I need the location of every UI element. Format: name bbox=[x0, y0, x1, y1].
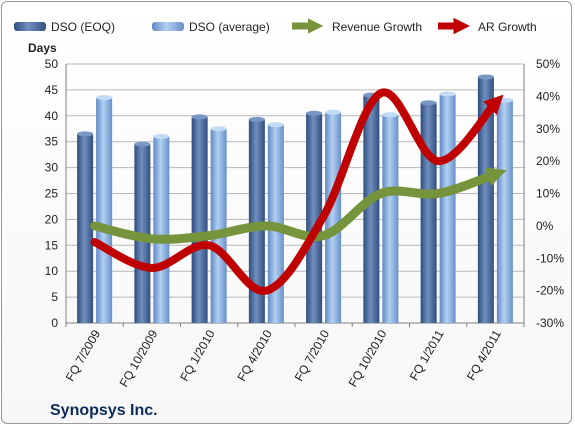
bar-dso-average bbox=[210, 128, 227, 323]
y-tick-label: 25 bbox=[45, 187, 59, 201]
legend-label-ar-growth: AR Growth bbox=[478, 20, 537, 34]
bar-cap bbox=[477, 74, 494, 80]
y-tick-label: 40 bbox=[45, 109, 59, 123]
bar-cap bbox=[210, 126, 227, 132]
x-tick-label: FQ 1/2011 bbox=[407, 327, 447, 383]
x-tick-label: FQ 4/2010 bbox=[234, 327, 275, 383]
x-tick-label: FQ 4/2011 bbox=[464, 327, 504, 383]
bar-cap bbox=[306, 110, 323, 116]
legend-label-dso-eoq: DSO (EOQ) bbox=[51, 20, 115, 34]
bar-dso-average bbox=[96, 97, 113, 323]
y2-tick-label: 40% bbox=[536, 89, 560, 103]
bar-cap bbox=[420, 100, 437, 106]
x-tick-label: FQ 7/2009 bbox=[63, 327, 104, 383]
legend: DSO (EOQ) DSO (average) Revenue Growth AR G… bbox=[14, 17, 537, 35]
y-tick-label: 0 bbox=[51, 316, 58, 330]
bar-dso-average bbox=[439, 94, 456, 323]
bar-dso-eoq bbox=[191, 116, 208, 323]
y2-tick-label: 20% bbox=[536, 154, 560, 168]
bar-dso-eoq bbox=[477, 76, 494, 323]
y2-tick-label: 10% bbox=[536, 187, 560, 201]
bar-cap bbox=[134, 141, 151, 147]
ar-growth-line bbox=[90, 88, 504, 295]
y2-tick-label: 50% bbox=[536, 57, 560, 71]
bar-cap bbox=[439, 91, 456, 97]
x-tick-label: FQ 7/2010 bbox=[292, 327, 333, 383]
bar-dso-average bbox=[153, 136, 170, 323]
y-tick-label: 45 bbox=[45, 83, 59, 97]
x-tick-label: FQ 10/2010 bbox=[346, 327, 390, 389]
legend-swatch-dso-average bbox=[152, 22, 184, 31]
y-tick-label: 30 bbox=[45, 161, 59, 175]
legend-swatch-dso-eoq bbox=[14, 22, 46, 31]
y2-tick-label: 0% bbox=[536, 219, 554, 233]
x-tick-label: FQ 10/2009 bbox=[117, 327, 161, 389]
y-tick-label: 50 bbox=[45, 57, 59, 71]
dso-ar-chart: 0 5 10 15 20 25 30 35 40 45 50 -30% -20% -10% 0% 10% 20%… bbox=[14, 17, 564, 419]
bar-dso-eoq bbox=[306, 113, 323, 324]
bar-dso-eoq bbox=[77, 133, 94, 323]
y-tick-label: 10 bbox=[45, 264, 59, 278]
bars bbox=[77, 74, 513, 324]
y-tick-label: 5 bbox=[51, 290, 58, 304]
y-tick-label: 35 bbox=[45, 135, 59, 149]
bar-cap bbox=[77, 131, 94, 137]
y-tick-label: 20 bbox=[45, 212, 59, 226]
y2-tick-label: 30% bbox=[536, 122, 560, 136]
bar-dso-average bbox=[325, 112, 342, 323]
bar-cap bbox=[153, 134, 170, 140]
y-tick-label: 15 bbox=[45, 238, 59, 252]
y2-tick-label: -10% bbox=[536, 251, 564, 265]
bar-dso-eoq bbox=[420, 102, 437, 323]
y-axis-title: Days bbox=[28, 41, 57, 55]
bar-cap bbox=[267, 122, 284, 128]
bar-cap bbox=[325, 109, 342, 115]
bar-cap bbox=[191, 114, 208, 120]
revenue-growth-line bbox=[90, 167, 507, 244]
company-name: Synopsys Inc. bbox=[50, 402, 158, 419]
y2-tick-label: -30% bbox=[536, 316, 564, 330]
bar-dso-eoq bbox=[363, 95, 380, 323]
y2-tick-label: -20% bbox=[536, 284, 564, 298]
legend-label-dso-average: DSO (average) bbox=[189, 20, 270, 34]
bar-cap bbox=[382, 112, 399, 118]
bar-cap bbox=[248, 116, 265, 122]
legend-label-revenue-growth: Revenue Growth bbox=[332, 20, 422, 34]
bar-dso-average bbox=[382, 114, 399, 323]
x-tick-label: FQ 1/2010 bbox=[177, 327, 218, 383]
bar-dso-average bbox=[496, 100, 513, 323]
bar-cap bbox=[96, 95, 113, 101]
bar-dso-eoq bbox=[248, 119, 265, 324]
